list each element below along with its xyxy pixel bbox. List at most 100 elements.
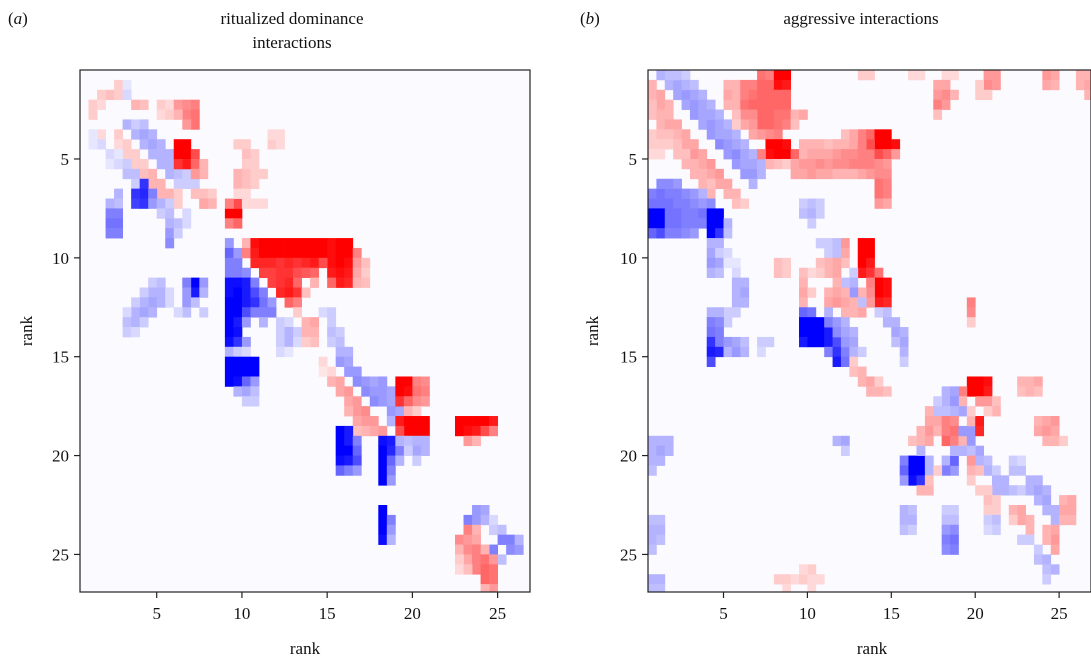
heatmap-cell — [773, 119, 783, 130]
heatmap-cell — [740, 79, 750, 91]
heatmap-cell — [420, 376, 430, 387]
heatmap-cell — [748, 129, 758, 140]
heatmap-cell — [941, 425, 951, 437]
heatmap-cell — [258, 198, 268, 209]
heatmap-cell — [1059, 514, 1068, 526]
panel-a-x-axis-label: rank — [290, 639, 321, 658]
heatmap-cell — [335, 356, 345, 367]
heatmap-cell — [1050, 70, 1060, 81]
heatmap-cell — [689, 218, 699, 229]
heatmap-cell — [386, 455, 396, 466]
heatmap-cell — [378, 445, 388, 456]
heatmap-cell — [874, 168, 884, 180]
heatmap-cell — [497, 554, 507, 565]
heatmap-cell — [122, 89, 132, 101]
heatmap-cell — [681, 89, 691, 101]
heatmap-cell — [250, 178, 260, 190]
heatmap-cell — [327, 307, 337, 318]
heatmap-cell — [773, 89, 783, 101]
heatmap-cell — [267, 129, 277, 140]
heatmap-cell — [276, 287, 285, 298]
heatmap-cell — [689, 99, 699, 110]
heatmap-cell — [472, 514, 481, 526]
heatmap-cell — [395, 445, 405, 456]
heatmap-cell — [799, 267, 808, 279]
heatmap-cell — [267, 277, 277, 288]
heatmap-cell — [689, 228, 699, 239]
heatmap-cell — [250, 307, 260, 318]
heatmap-cell — [105, 228, 115, 239]
heatmap-cell — [832, 277, 842, 288]
heatmap-cell — [369, 376, 379, 387]
heatmap-cell — [857, 366, 867, 377]
heatmap-cell — [941, 514, 951, 526]
heatmap-cell — [310, 257, 320, 269]
heatmap-cell — [748, 79, 758, 91]
heatmap-cell — [1084, 89, 1091, 101]
heatmap-cell — [241, 158, 251, 170]
heatmap-cell — [156, 139, 166, 150]
y-tick-label: 25 — [620, 545, 637, 564]
heatmap-cell — [131, 178, 141, 190]
heatmap-cell — [250, 247, 260, 259]
heatmap-cell — [832, 247, 842, 259]
heatmap-cell — [489, 584, 499, 593]
heatmap-cell — [832, 267, 842, 279]
heatmap-cell — [748, 109, 758, 120]
heatmap-cell — [463, 425, 473, 437]
heatmap-cell — [950, 70, 959, 81]
heatmap-cell — [131, 119, 141, 130]
heatmap-cell — [723, 188, 733, 199]
x-tick-label: 20 — [967, 604, 984, 623]
heatmap-cell — [656, 455, 666, 466]
heatmap-cell — [131, 327, 141, 338]
heatmap-cell — [748, 89, 758, 101]
heatmap-cell — [378, 505, 388, 516]
heatmap-cell — [782, 574, 792, 585]
heatmap-cell — [1042, 574, 1052, 585]
heatmap-cell — [790, 149, 800, 160]
heatmap-cell — [975, 89, 985, 101]
heatmap-cell — [199, 277, 209, 288]
heatmap-cell — [284, 287, 294, 298]
heatmap-cell — [799, 139, 808, 150]
heatmap-cell — [327, 257, 337, 269]
heatmap-cell — [731, 99, 741, 110]
heatmap-cell — [656, 188, 666, 199]
heatmap-cell — [131, 168, 141, 180]
heatmap-cell — [224, 257, 234, 269]
heatmap-cell — [403, 396, 413, 407]
heatmap-cell — [723, 336, 733, 348]
y-tick-label: 15 — [52, 348, 69, 367]
heatmap-cell — [267, 297, 277, 308]
heatmap-cell — [874, 376, 884, 387]
heatmap-cell — [497, 534, 507, 545]
heatmap-cell — [857, 287, 867, 298]
heatmap-cell — [916, 485, 926, 496]
heatmap-cell — [250, 149, 260, 160]
heatmap-cell — [173, 109, 183, 120]
heatmap-cell — [455, 554, 464, 565]
heatmap-cell — [327, 238, 337, 249]
heatmap-cell — [258, 267, 268, 279]
heatmap-cell — [199, 158, 209, 170]
heatmap-cell — [241, 396, 251, 407]
heatmap-cell — [857, 129, 867, 140]
heatmap-cell — [1067, 514, 1077, 526]
heatmap-cell — [983, 396, 993, 407]
heatmap-cell — [807, 208, 817, 219]
heatmap-cell — [131, 99, 141, 110]
heatmap-cell — [344, 396, 354, 407]
heatmap-cell — [824, 168, 833, 180]
heatmap-cell — [310, 238, 320, 249]
x-tick-label: 10 — [233, 604, 250, 623]
heatmap-cell — [386, 445, 396, 456]
heatmap-cell — [698, 218, 708, 229]
heatmap-cell — [190, 188, 200, 199]
heatmap-cell — [950, 544, 959, 555]
heatmap-cell — [723, 149, 733, 160]
heatmap-cell — [656, 99, 666, 110]
heatmap-cell — [463, 514, 473, 526]
heatmap-cell — [681, 149, 691, 160]
heatmap-cell — [874, 287, 884, 298]
